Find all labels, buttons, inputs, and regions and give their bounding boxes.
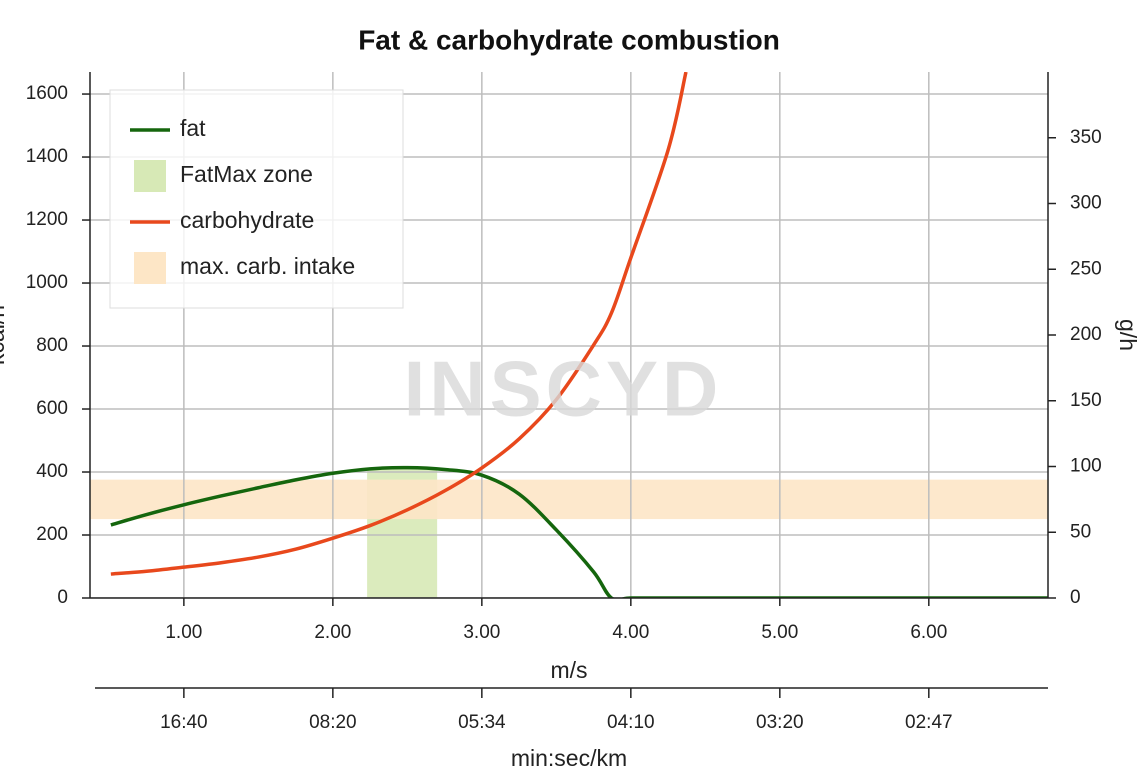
legend-label: fat <box>180 115 206 141</box>
x-tick-label: 3.00 <box>463 622 500 643</box>
legend-label: max. carb. intake <box>180 253 355 279</box>
y-tick-label: 1400 <box>26 146 68 167</box>
y2-axis-label: g/h <box>1115 319 1141 351</box>
x2-tick-label: 04:10 <box>607 712 655 733</box>
y2-tick-label: 350 <box>1070 127 1102 148</box>
y-tick-label: 1200 <box>26 209 68 230</box>
y-tick-label: 600 <box>36 398 68 419</box>
x-tick-label: 2.00 <box>314 622 351 643</box>
legend-swatch <box>134 252 166 284</box>
x-tick-label: 5.00 <box>761 622 798 643</box>
x2-tick-label: 02:47 <box>905 712 953 733</box>
x-tick-label: 4.00 <box>612 622 649 643</box>
y-axis-label: kcal/h <box>0 305 9 365</box>
x-axis-label: m/s <box>550 657 587 683</box>
x2-tick-label: 05:34 <box>458 712 506 733</box>
y-tick-label: 1000 <box>26 272 68 293</box>
y-tick-label: 200 <box>36 524 68 545</box>
legend-label: carbohydrate <box>180 207 314 233</box>
y2-tick-label: 150 <box>1070 390 1102 411</box>
chart-title: Fat & carbohydrate combustion <box>358 24 780 55</box>
x-tick-label: 6.00 <box>910 622 947 643</box>
y2-tick-label: 300 <box>1070 193 1102 214</box>
legend-label: FatMax zone <box>180 161 313 187</box>
y-tick-label: 800 <box>36 335 68 356</box>
y-tick-label: 0 <box>57 587 68 608</box>
y2-tick-label: 0 <box>1070 587 1081 608</box>
y2-tick-label: 250 <box>1070 258 1102 279</box>
x2-tick-label: 03:20 <box>756 712 804 733</box>
data-line <box>110 465 1048 598</box>
x-tick-label: 1.00 <box>165 622 202 643</box>
y2-tick-label: 50 <box>1070 521 1091 542</box>
y2-tick-label: 200 <box>1070 324 1102 345</box>
x2-axis-label: min:sec/km <box>511 745 627 771</box>
legend-swatch <box>134 160 166 192</box>
legend: fat FatMax zone carbohydrate max. carb. int… <box>109 89 404 309</box>
data-line <box>110 72 688 576</box>
watermark: INSCYD <box>404 345 723 433</box>
y-tick-label: 1600 <box>26 83 68 104</box>
x2-tick-label: 08:20 <box>309 712 357 733</box>
zone <box>90 479 1048 520</box>
y2-tick-label: 100 <box>1070 456 1102 477</box>
y-tick-label: 400 <box>36 461 68 482</box>
x2-tick-label: 16:40 <box>160 712 208 733</box>
